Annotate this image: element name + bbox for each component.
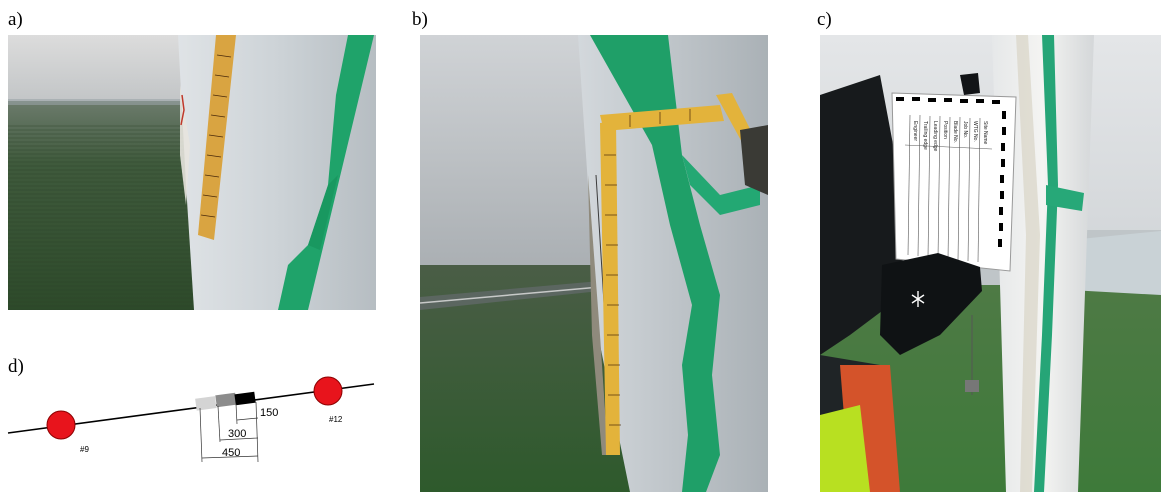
dimension-label-300: 300 <box>228 428 246 440</box>
marker-label-9: #9 <box>80 445 89 454</box>
panel-label-a: a) <box>8 9 23 30</box>
diagram-d-damage-location: 150 300 450 #9 #12 <box>7 376 375 463</box>
zone-dark <box>234 391 256 406</box>
photo-c-inspection-clipboard: Site Name WTG No. Job No. Blade No. Posi… <box>820 35 1161 492</box>
clipboard-form: Site Name WTG No. Job No. Blade No. Posi… <box>891 92 1017 272</box>
clipboard-label-job-no: Job No. <box>962 121 968 138</box>
clipboard-label-site-name: Site Name <box>982 121 988 145</box>
clipboard-label-blade-no: Blade No. <box>952 121 958 143</box>
dimension-label-150: 150 <box>260 407 278 419</box>
clipboard-label-position: Position <box>942 121 948 139</box>
clipboard-label-leading-edge: Leading edge <box>932 121 938 152</box>
marker-12 <box>313 376 343 406</box>
clipboard-label-wtg-no: WTG No. <box>972 121 978 142</box>
panel-label-b: b) <box>412 9 428 30</box>
clipboard-label-engineer: Engineer <box>912 121 918 141</box>
panel-label-c: c) <box>817 9 832 30</box>
photo-a-blade-with-folding-rule <box>8 35 376 310</box>
marker-9 <box>46 410 76 440</box>
clipboard-label-trailing-edge: Trailing edge <box>922 121 928 150</box>
panel-label-d: d) <box>8 356 24 377</box>
zone-mid <box>215 392 237 408</box>
dimension-label-450: 450 <box>222 447 240 459</box>
zone-light <box>195 396 217 411</box>
marker-label-12: #12 <box>329 415 343 424</box>
photo-b-leading-edge-measurement <box>420 35 768 492</box>
